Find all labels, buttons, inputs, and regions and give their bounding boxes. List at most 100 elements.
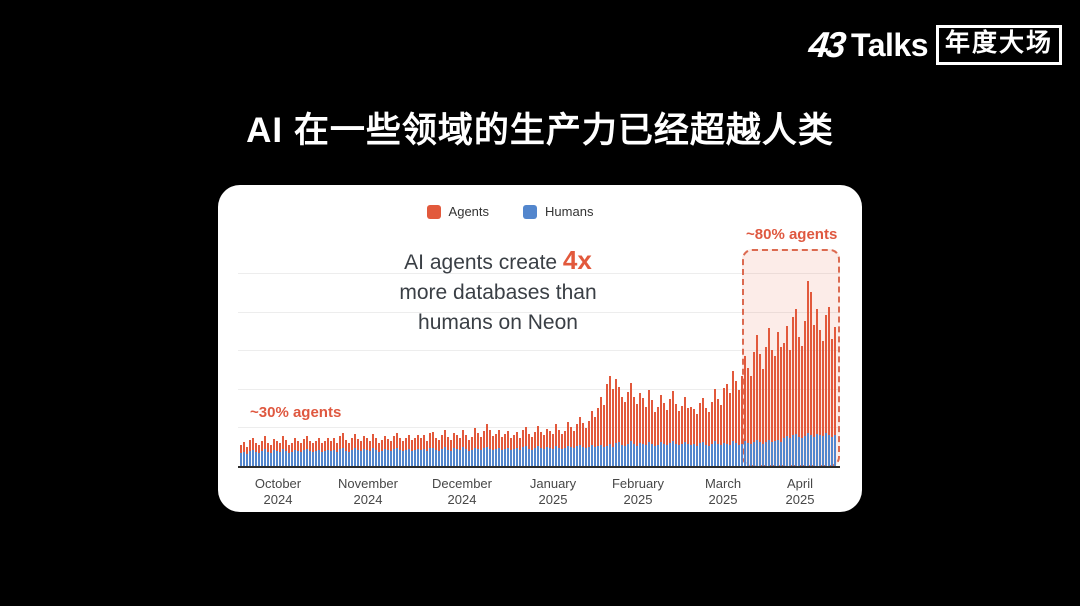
bar <box>411 440 413 466</box>
bar-humans-segment <box>510 450 512 466</box>
bar-humans-segment <box>345 451 347 466</box>
bar-humans-segment <box>738 445 740 466</box>
bar-humans-segment <box>309 451 311 466</box>
bar-agents-segment <box>477 433 479 449</box>
bar-agents-segment <box>693 409 695 444</box>
bar-humans-segment <box>639 443 641 466</box>
bar-humans-segment <box>834 435 836 466</box>
bar <box>276 441 278 466</box>
bar <box>543 435 545 466</box>
bar-humans-segment <box>732 441 734 466</box>
bar-agents-segment <box>729 393 731 445</box>
bar-humans-segment <box>822 436 824 466</box>
bar <box>774 356 776 466</box>
bar-agents-segment <box>612 389 614 447</box>
bar-agents-segment <box>588 421 590 447</box>
bar <box>441 435 443 466</box>
bars <box>240 185 838 466</box>
bar <box>597 408 599 466</box>
bar-agents-segment <box>531 437 533 450</box>
bar-humans-segment <box>372 448 374 466</box>
bar <box>624 402 626 466</box>
bar-agents-segment <box>816 309 818 434</box>
bar-agents-segment <box>627 392 629 444</box>
bar-humans-segment <box>318 450 320 466</box>
bar-humans-segment <box>621 445 623 466</box>
bar-agents-segment <box>288 445 290 453</box>
bar-agents-segment <box>753 352 755 442</box>
bar <box>612 389 614 466</box>
bar-humans-segment <box>708 446 710 466</box>
bar <box>267 443 269 466</box>
bar <box>399 438 401 466</box>
bar-agents-segment <box>474 428 476 448</box>
bar-agents-segment <box>663 403 665 444</box>
bar <box>744 356 746 466</box>
bar-humans-segment <box>669 443 671 466</box>
bar-agents-segment <box>690 407 692 445</box>
bar <box>375 438 377 466</box>
bar-agents-segment <box>621 397 623 445</box>
bar-humans-segment <box>825 433 827 466</box>
bar-humans-segment <box>804 436 806 466</box>
bar-humans-segment <box>528 449 530 466</box>
bar-agents-segment <box>519 438 521 450</box>
bar-agents-segment <box>633 397 635 444</box>
bar-humans-segment <box>315 451 317 466</box>
bar <box>801 346 803 466</box>
legend-label: Agents <box>448 204 490 219</box>
bar-humans-segment <box>483 448 485 466</box>
bar-humans-segment <box>762 444 764 466</box>
bar-humans-segment <box>726 444 728 466</box>
bar-agents-segment <box>270 445 272 453</box>
bar-agents-segment <box>654 412 656 446</box>
bar-humans-segment <box>447 450 449 466</box>
bar-agents-segment <box>786 326 788 436</box>
bar-agents-segment <box>330 441 332 451</box>
bar <box>369 441 371 466</box>
bar <box>300 443 302 466</box>
bar-humans-segment <box>414 450 416 466</box>
bar <box>549 431 551 466</box>
bar-humans-segment <box>783 438 785 466</box>
legend-item-agents: Agents <box>426 204 490 219</box>
bar-humans-segment <box>252 450 254 466</box>
bar-humans-segment <box>531 450 533 466</box>
bar-agents-segment <box>726 384 728 444</box>
bar-agents-segment <box>543 435 545 449</box>
bar-humans-segment <box>399 450 401 466</box>
bar-agents-segment <box>789 350 791 438</box>
bar-humans-segment <box>756 440 758 466</box>
bar-humans-segment <box>465 449 467 466</box>
bar-humans-segment <box>714 441 716 466</box>
bar-humans-segment <box>333 450 335 466</box>
bar-agents-segment <box>561 434 563 449</box>
gridline <box>238 427 840 428</box>
bar-agents-segment <box>273 439 275 450</box>
bar-agents-segment <box>435 438 437 450</box>
bar-humans-segment <box>513 449 515 466</box>
legend-item-humans: Humans <box>523 204 593 219</box>
bar <box>765 347 767 466</box>
bar-humans-segment <box>339 449 341 466</box>
bar-humans-segment <box>363 449 365 466</box>
bar <box>585 428 587 466</box>
bar <box>738 390 740 466</box>
bar-agents-segment <box>489 430 491 449</box>
bar <box>753 352 755 466</box>
bar <box>591 411 593 466</box>
bar <box>798 337 800 466</box>
bar <box>819 330 821 466</box>
bar <box>654 412 656 466</box>
bar <box>789 350 791 466</box>
bar-humans-segment <box>525 446 527 466</box>
bar-agents-segment <box>396 433 398 448</box>
bar-agents-segment <box>582 423 584 447</box>
bar-humans-segment <box>645 445 647 466</box>
bar-agents-segment <box>255 443 257 452</box>
bar-agents-segment <box>279 443 281 452</box>
bar-agents-segment <box>510 438 512 450</box>
bar-humans-segment <box>624 446 626 466</box>
bar-humans-segment <box>672 441 674 466</box>
bar-agents-segment <box>801 346 803 438</box>
